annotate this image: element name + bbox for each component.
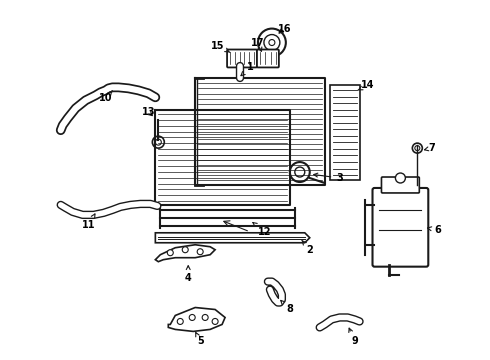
Circle shape: [290, 162, 310, 182]
FancyBboxPatch shape: [257, 50, 279, 67]
Text: 4: 4: [185, 266, 192, 283]
Bar: [330, 85, 360, 180]
Text: 8: 8: [281, 300, 293, 315]
FancyBboxPatch shape: [227, 50, 257, 67]
FancyBboxPatch shape: [382, 177, 419, 193]
Polygon shape: [155, 233, 310, 243]
Circle shape: [269, 40, 275, 45]
Circle shape: [413, 143, 422, 153]
Text: 1: 1: [241, 62, 253, 76]
Circle shape: [197, 249, 203, 255]
Polygon shape: [168, 307, 225, 332]
Circle shape: [264, 35, 280, 50]
Text: 14: 14: [358, 80, 374, 90]
Text: 6: 6: [427, 225, 441, 235]
Text: 13: 13: [142, 107, 155, 117]
Text: 5: 5: [196, 333, 203, 346]
Text: 11: 11: [82, 214, 96, 230]
FancyBboxPatch shape: [372, 188, 428, 267]
Text: 16: 16: [278, 24, 292, 33]
Text: 3: 3: [314, 173, 343, 183]
Text: 2: 2: [302, 240, 313, 255]
Text: 15: 15: [211, 41, 230, 53]
Circle shape: [395, 173, 405, 183]
Text: 9: 9: [349, 328, 358, 346]
Circle shape: [177, 319, 183, 324]
Text: 12: 12: [253, 222, 271, 237]
Circle shape: [202, 315, 208, 320]
Circle shape: [167, 250, 173, 256]
Circle shape: [212, 319, 218, 324]
Circle shape: [189, 315, 195, 320]
Circle shape: [415, 146, 420, 150]
Text: 17: 17: [251, 37, 265, 51]
Polygon shape: [155, 245, 215, 262]
Circle shape: [152, 136, 164, 148]
Text: 10: 10: [99, 90, 112, 103]
Circle shape: [155, 139, 161, 145]
Circle shape: [295, 167, 305, 177]
Circle shape: [182, 247, 188, 253]
Text: 7: 7: [424, 143, 435, 153]
Circle shape: [258, 28, 286, 57]
